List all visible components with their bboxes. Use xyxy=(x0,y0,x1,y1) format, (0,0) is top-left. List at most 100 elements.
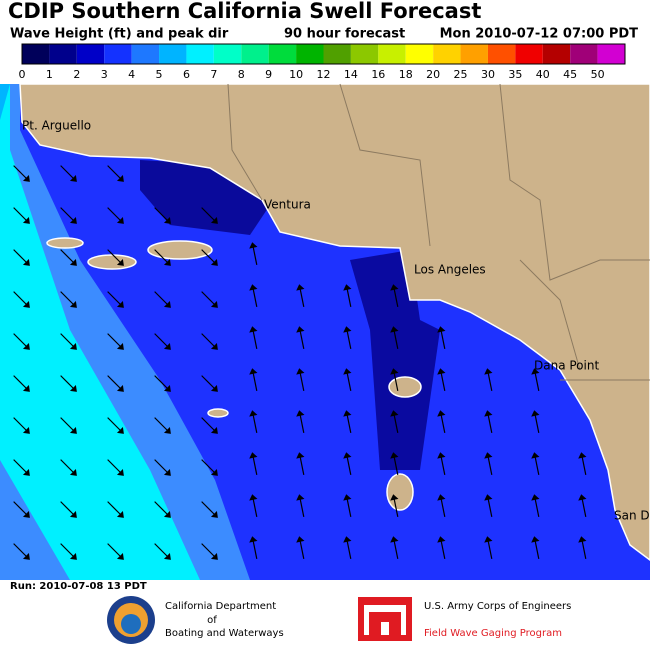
color-swatch xyxy=(186,44,214,64)
colorbar-label: 8 xyxy=(238,68,245,81)
arrow-shaft xyxy=(581,457,587,475)
color-swatch xyxy=(542,44,571,64)
arrow-shaft xyxy=(252,331,258,349)
arrow-head xyxy=(249,368,258,375)
arrow-head xyxy=(210,468,218,476)
colorbar-label: 40 xyxy=(536,68,550,81)
arrow-shaft xyxy=(487,373,493,391)
arrow-shaft xyxy=(13,417,27,431)
arrow-shaft xyxy=(440,415,446,433)
arrow-head xyxy=(22,426,30,434)
color-swatch xyxy=(350,44,379,64)
agency2-program: Field Wave Gaging Program xyxy=(424,628,562,639)
colorbar-label: 30 xyxy=(481,68,495,81)
arrow-head xyxy=(22,258,30,266)
arrow-shaft xyxy=(487,541,493,559)
arrow-head xyxy=(437,494,446,501)
colorbar-label: 20 xyxy=(426,68,440,81)
color-swatch xyxy=(460,44,488,64)
color-swatch xyxy=(104,44,132,64)
arrow-head xyxy=(163,342,171,350)
arrow-shaft xyxy=(60,375,74,389)
arrow-shaft xyxy=(60,207,74,221)
arrow-head xyxy=(163,510,171,518)
color-swatch xyxy=(131,44,160,64)
arrow-shaft xyxy=(346,541,352,559)
arrow-shaft xyxy=(393,373,399,391)
arrow-shaft xyxy=(60,291,74,305)
arrow-head xyxy=(390,494,399,501)
arrow-shaft xyxy=(13,333,27,347)
arrow-head xyxy=(69,552,77,560)
arrow-shaft xyxy=(201,333,215,347)
arrow-shaft xyxy=(13,543,27,557)
colorbar-label: 9 xyxy=(265,68,272,81)
arrow-head xyxy=(249,494,258,501)
arrow-head xyxy=(249,242,258,249)
arrow-head xyxy=(249,536,258,543)
place-label: Ventura xyxy=(264,198,311,212)
arrow-head xyxy=(578,536,587,543)
arrow-shaft xyxy=(107,165,121,179)
arrow-shaft xyxy=(107,249,121,263)
arrow-shaft xyxy=(346,289,352,307)
place-label: Dana Point xyxy=(534,359,599,373)
arrow-shaft xyxy=(440,499,446,517)
color-swatch xyxy=(515,44,543,64)
arrow-head xyxy=(69,342,77,350)
arrow-shaft xyxy=(60,501,74,515)
arrow-head xyxy=(116,300,124,308)
arrow-head xyxy=(163,258,171,266)
arrow-shaft xyxy=(487,457,493,475)
arrow-head xyxy=(163,384,171,392)
arrow-head xyxy=(210,258,218,266)
arrow-shaft xyxy=(393,541,399,559)
arrow-head xyxy=(69,468,77,476)
arrow-head xyxy=(163,426,171,434)
arrow-shaft xyxy=(154,459,168,473)
arrow-head xyxy=(390,410,399,417)
arrow-head xyxy=(390,284,399,291)
colorbar-label: 35 xyxy=(508,68,522,81)
colorbar: 0 1 2 3 4 5 6 7 8 9 10 12 14 16 18 20 25 30 35 40 45 50 xyxy=(19,43,626,81)
arrow-head xyxy=(69,510,77,518)
arrow-shaft xyxy=(299,499,305,517)
arrow-head xyxy=(116,384,124,392)
arrow-head xyxy=(116,174,124,182)
arrow-head xyxy=(116,468,124,476)
arrow-shaft xyxy=(299,457,305,475)
arrow-head xyxy=(69,426,77,434)
arrow-shaft xyxy=(346,415,352,433)
arrow-head xyxy=(69,174,77,182)
arrow-shaft xyxy=(13,249,27,263)
arrow-head xyxy=(437,410,446,417)
arrow-head xyxy=(22,300,30,308)
arrow-head xyxy=(22,510,30,518)
color-swatch xyxy=(159,44,187,64)
colorbar-label: 7 xyxy=(210,68,217,81)
arrow-head xyxy=(22,216,30,224)
arrow-shaft xyxy=(534,373,540,391)
arrow-shaft xyxy=(13,165,27,179)
arrow-head xyxy=(116,216,124,224)
place-labels: Pt. Arguello Ventura Los Angeles Dana Point… xyxy=(22,119,650,523)
arrow-shaft xyxy=(393,289,399,307)
arrow-head xyxy=(484,536,493,543)
arrow-shaft xyxy=(13,291,27,305)
arrow-shaft xyxy=(534,415,540,433)
arrow-head xyxy=(296,452,305,459)
arrow-head xyxy=(116,258,124,266)
arrow-shaft xyxy=(534,457,540,475)
arrow-head xyxy=(249,452,258,459)
arrow-shaft xyxy=(13,375,27,389)
color-swatch xyxy=(49,44,77,64)
arrow-shaft xyxy=(201,249,215,263)
arrow-shaft xyxy=(154,417,168,431)
arrow-shaft xyxy=(154,207,168,221)
arrow-shaft xyxy=(440,331,446,349)
agency1-line: California Department xyxy=(165,601,276,612)
colorbar-label: 50 xyxy=(591,68,605,81)
arrow-shaft xyxy=(13,207,27,221)
arrow-shaft xyxy=(60,249,74,263)
